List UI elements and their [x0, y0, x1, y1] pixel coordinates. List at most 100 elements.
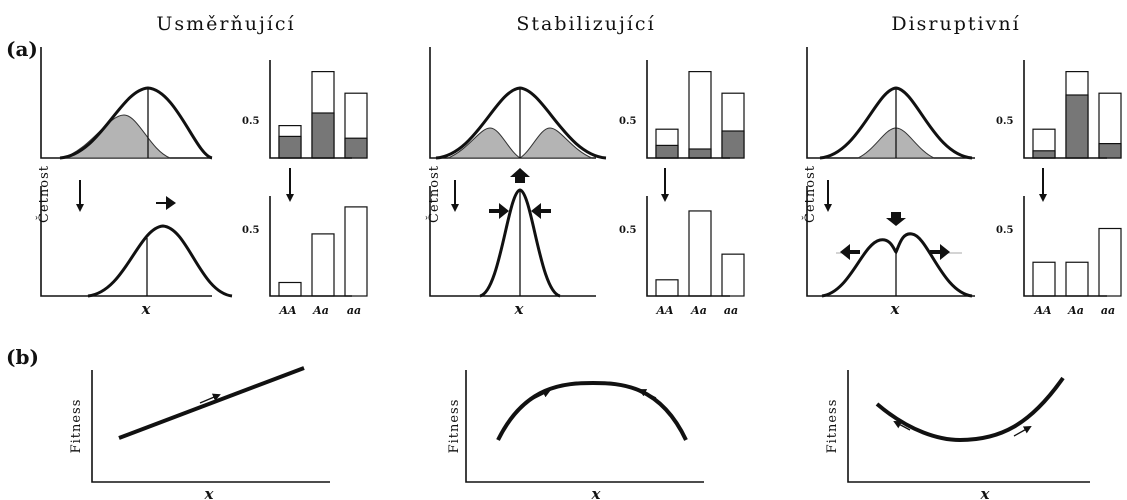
- genotype-label: AA: [1033, 304, 1052, 317]
- small-arrow-icon: [638, 389, 657, 399]
- stabilizing-top-axis: [429, 47, 596, 159]
- directional-selected-peak: [61, 114, 171, 159]
- stabilizing-distributions: Četnost x: [425, 47, 607, 318]
- down-arrow-icon: [886, 212, 906, 226]
- bar-selected-aa: [344, 137, 368, 159]
- disruptive-bar-axis-top: [1023, 60, 1107, 159]
- panel-label-a: (a): [6, 37, 38, 61]
- bar-selected-AA: [278, 135, 302, 159]
- small-arrow-icon: [532, 390, 551, 400]
- shift-right-arrow-icon: [156, 196, 176, 210]
- x-label-directional: x: [141, 300, 152, 318]
- disruptive-bottom-axis: [806, 186, 975, 297]
- genotype-label: aa: [347, 304, 361, 317]
- stabilizing-original-curve: [435, 86, 607, 160]
- disruptive-distributions: Četnost x: [801, 47, 975, 318]
- stabilizing-bar-axes: 0.5 0.5 AA Aa aa: [619, 60, 738, 317]
- bar-aa: [721, 253, 745, 297]
- tick-05: 0.5: [242, 116, 259, 127]
- fitness-u-curve: [875, 376, 1065, 443]
- outward-arrow-icon: [930, 244, 950, 260]
- fitness-stabilizing: Fitness x: [447, 370, 704, 500]
- fitness-linear-line: [118, 366, 305, 440]
- frequency-label-directional: Četnost: [35, 165, 52, 223]
- title-stabilizing: Stabilizující: [516, 13, 655, 35]
- stabilizing-bar-axis-bottom: [646, 196, 730, 297]
- bar-AA: [655, 279, 679, 297]
- directional-before-bars: [278, 70, 368, 159]
- fitness-axis-disruptive: [847, 370, 1090, 483]
- frequency-label-stabilizing: Četnost: [425, 165, 442, 223]
- genotype-label: AA: [278, 304, 297, 317]
- directional-bar-axes: 0.5 0.5 AA Aa aa: [242, 60, 361, 317]
- directional-bar-axis-bottom: [269, 196, 352, 297]
- tick-05: 0.5: [619, 116, 636, 127]
- bar-selected-AA: [1032, 150, 1056, 159]
- bar-selected-Aa: [311, 112, 335, 159]
- tick-05: 0.5: [242, 225, 259, 236]
- fitness-label: Fitness: [69, 399, 84, 454]
- genotype-label: Aa: [312, 304, 329, 317]
- fitness-humped-curve: [496, 380, 688, 441]
- tick-05: 0.5: [996, 225, 1013, 236]
- panel-label-b: (b): [6, 345, 39, 369]
- directional-distributions: Četnost x: [35, 47, 233, 318]
- disruptive-bar-axis-bottom: [1023, 196, 1107, 297]
- fitness-label: Fitness: [447, 399, 462, 454]
- disruptive-bar-axes: 0.5 0.5 AA Aa aa: [996, 60, 1115, 317]
- fitness-axis-stabilizing: [465, 370, 704, 483]
- inward-arrow-icon: [489, 203, 509, 219]
- genotype-label: AA: [655, 304, 674, 317]
- tick-05: 0.5: [619, 225, 636, 236]
- frequency-label-disruptive: Četnost: [801, 165, 818, 223]
- stabilizing-bar-axis-top: [646, 60, 730, 159]
- bar-aa: [344, 206, 368, 297]
- genotype-label: aa: [1101, 304, 1115, 317]
- stabilizing-before-bars: [655, 70, 745, 159]
- genotype-label: Aa: [690, 304, 707, 317]
- directional-after-bars: [278, 206, 368, 297]
- small-arrow-icon: [893, 421, 911, 431]
- disruptive-before-bars: [1032, 70, 1122, 159]
- genotype-label: aa: [724, 304, 738, 317]
- bar-Aa: [311, 233, 335, 297]
- directional-shifted-curve: [87, 224, 233, 298]
- tick-05: 0.5: [996, 116, 1013, 127]
- up-arrow-icon: [510, 168, 530, 183]
- x-label-disruptive: x: [890, 300, 901, 318]
- bar-AA: [278, 281, 302, 297]
- fitness-directional: Fitness x: [69, 366, 330, 500]
- bar-aa: [1098, 227, 1122, 297]
- title-directional: Usměrňující: [156, 13, 295, 35]
- bar-selected-Aa: [1065, 94, 1089, 159]
- outward-arrow-icon: [840, 244, 860, 260]
- bar-Aa: [1065, 261, 1089, 297]
- disruptive-after-bars: [1032, 227, 1122, 297]
- stabilizing-after-bars: [655, 210, 745, 297]
- small-arrow-icon: [1013, 426, 1032, 437]
- stabilizing-right-peak: [518, 127, 593, 159]
- title-disruptive: Disruptivní: [891, 13, 1020, 35]
- genotype-label: Aa: [1067, 304, 1084, 317]
- bar-Aa: [688, 70, 712, 159]
- fitness-disruptive: Fitness x: [825, 370, 1090, 500]
- bar-selected-Aa: [688, 148, 712, 159]
- small-arrow-icon: [199, 393, 221, 404]
- x-label-fitness: x: [204, 485, 215, 500]
- fitness-axis-directional: [91, 370, 330, 483]
- stabilizing-left-peak: [447, 127, 522, 159]
- disruptive-bimodal-curve: [821, 232, 973, 298]
- x-label-fitness: x: [980, 485, 991, 500]
- bar-Aa: [688, 210, 712, 297]
- directional-bottom-axis: [40, 186, 212, 297]
- bar-selected-AA: [655, 144, 679, 159]
- directional-bar-axis-top: [269, 60, 352, 159]
- bar-AA: [1032, 261, 1056, 297]
- fitness-label: Fitness: [825, 399, 840, 454]
- x-label-fitness: x: [591, 485, 602, 500]
- x-label-stabilizing: x: [514, 300, 525, 318]
- bar-selected-aa: [1098, 143, 1122, 159]
- inward-arrow-icon: [531, 203, 551, 219]
- bar-selected-aa: [721, 130, 745, 159]
